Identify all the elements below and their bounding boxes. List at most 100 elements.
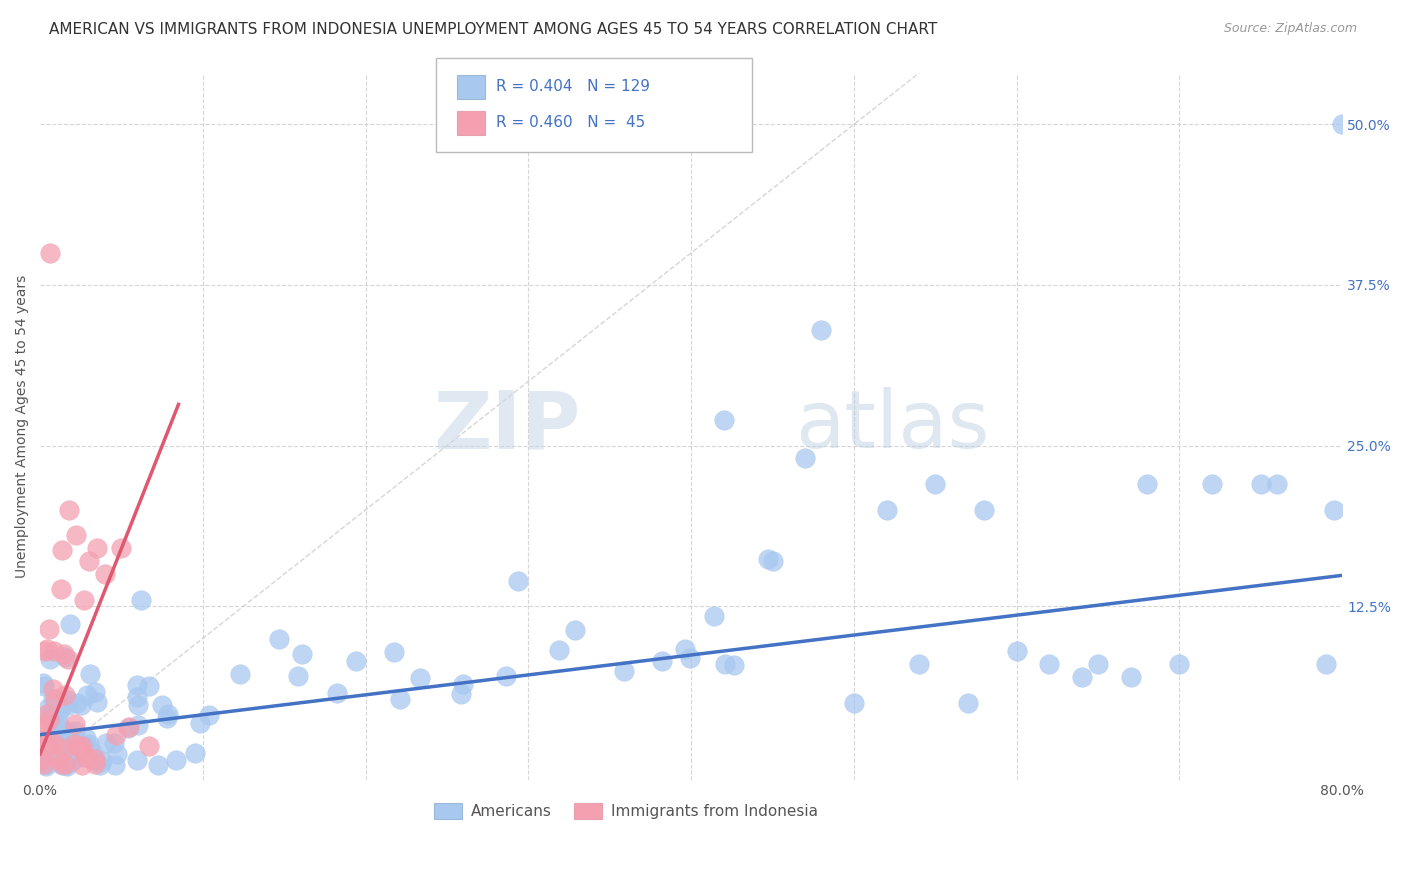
Point bbox=[73, 592, 96, 607]
Point bbox=[138, 739, 160, 754]
Point bbox=[188, 716, 211, 731]
Text: R = 0.460   N =  45: R = 0.460 N = 45 bbox=[496, 115, 645, 130]
Text: R = 0.404   N = 129: R = 0.404 N = 129 bbox=[496, 79, 651, 95]
Point bbox=[37, 733, 59, 747]
Point bbox=[1250, 477, 1272, 491]
Point bbox=[675, 641, 697, 656]
Point bbox=[1315, 657, 1337, 671]
Point bbox=[105, 747, 128, 761]
Point bbox=[842, 696, 865, 710]
Point bbox=[53, 754, 76, 768]
Point bbox=[77, 737, 100, 751]
Point bbox=[70, 758, 93, 772]
Point bbox=[794, 451, 817, 466]
Point bbox=[51, 543, 73, 558]
Point bbox=[60, 753, 83, 767]
Point bbox=[1119, 670, 1142, 684]
Point bbox=[756, 552, 779, 566]
Point bbox=[84, 756, 107, 771]
Point bbox=[450, 687, 472, 701]
Point bbox=[451, 677, 474, 691]
Point bbox=[166, 753, 188, 767]
Point bbox=[125, 753, 148, 767]
Point bbox=[228, 667, 250, 681]
Point bbox=[35, 739, 58, 753]
Point bbox=[1168, 657, 1191, 671]
Point bbox=[63, 737, 86, 751]
Point bbox=[184, 746, 207, 760]
Point bbox=[56, 693, 79, 707]
Point bbox=[344, 654, 367, 668]
Point bbox=[35, 759, 58, 773]
Point bbox=[131, 593, 153, 607]
Point bbox=[703, 608, 725, 623]
Point bbox=[35, 706, 58, 721]
Point bbox=[48, 705, 70, 719]
Point bbox=[44, 742, 66, 756]
Point bbox=[48, 702, 70, 716]
Point bbox=[89, 757, 111, 772]
Point bbox=[44, 692, 66, 706]
Point bbox=[38, 709, 60, 723]
Point bbox=[1136, 477, 1159, 491]
Point bbox=[1005, 644, 1028, 658]
Point bbox=[31, 753, 53, 767]
Point bbox=[44, 736, 66, 750]
Point bbox=[35, 756, 58, 771]
Point bbox=[31, 737, 53, 751]
Point bbox=[44, 730, 66, 744]
Point bbox=[267, 632, 290, 647]
Y-axis label: Unemployment Among Ages 45 to 54 years: Unemployment Among Ages 45 to 54 years bbox=[15, 275, 30, 578]
Point bbox=[713, 413, 735, 427]
Point bbox=[55, 724, 77, 739]
Point bbox=[48, 718, 70, 732]
Point bbox=[31, 753, 53, 767]
Point bbox=[32, 737, 55, 751]
Point bbox=[32, 756, 55, 771]
Point bbox=[564, 624, 586, 638]
Point bbox=[1038, 657, 1060, 671]
Point bbox=[80, 750, 103, 764]
Text: AMERICAN VS IMMIGRANTS FROM INDONESIA UNEMPLOYMENT AMONG AGES 45 TO 54 YEARS COR: AMERICAN VS IMMIGRANTS FROM INDONESIA UN… bbox=[49, 22, 938, 37]
Point bbox=[59, 617, 82, 632]
Point bbox=[75, 738, 97, 752]
Point bbox=[1070, 670, 1092, 684]
Point bbox=[55, 757, 77, 772]
Point bbox=[84, 754, 107, 768]
Point bbox=[104, 758, 127, 772]
Point bbox=[44, 717, 66, 731]
Point bbox=[82, 745, 104, 759]
Point bbox=[75, 731, 97, 746]
Point bbox=[58, 698, 80, 713]
Point bbox=[86, 541, 108, 556]
Point bbox=[110, 541, 132, 556]
Point bbox=[90, 754, 112, 768]
Point bbox=[613, 665, 636, 679]
Point bbox=[508, 574, 530, 588]
Point bbox=[53, 758, 76, 772]
Point bbox=[723, 657, 745, 672]
Point bbox=[1323, 503, 1346, 517]
Point bbox=[77, 554, 100, 568]
Point bbox=[51, 756, 73, 771]
Point bbox=[46, 755, 69, 769]
Point bbox=[38, 713, 60, 727]
Point bbox=[924, 477, 946, 491]
Text: atlas: atlas bbox=[796, 387, 990, 466]
Point bbox=[42, 702, 65, 716]
Point bbox=[94, 567, 117, 582]
Point bbox=[52, 731, 75, 745]
Point bbox=[973, 503, 995, 517]
Point bbox=[125, 678, 148, 692]
Point bbox=[32, 734, 55, 748]
Point bbox=[66, 739, 89, 754]
Point bbox=[53, 650, 76, 665]
Point bbox=[48, 739, 70, 753]
Point bbox=[51, 747, 73, 762]
Point bbox=[291, 647, 314, 661]
Point bbox=[38, 652, 60, 666]
Point bbox=[42, 716, 65, 731]
Point bbox=[37, 641, 59, 656]
Point bbox=[651, 654, 673, 668]
Point bbox=[908, 657, 931, 671]
